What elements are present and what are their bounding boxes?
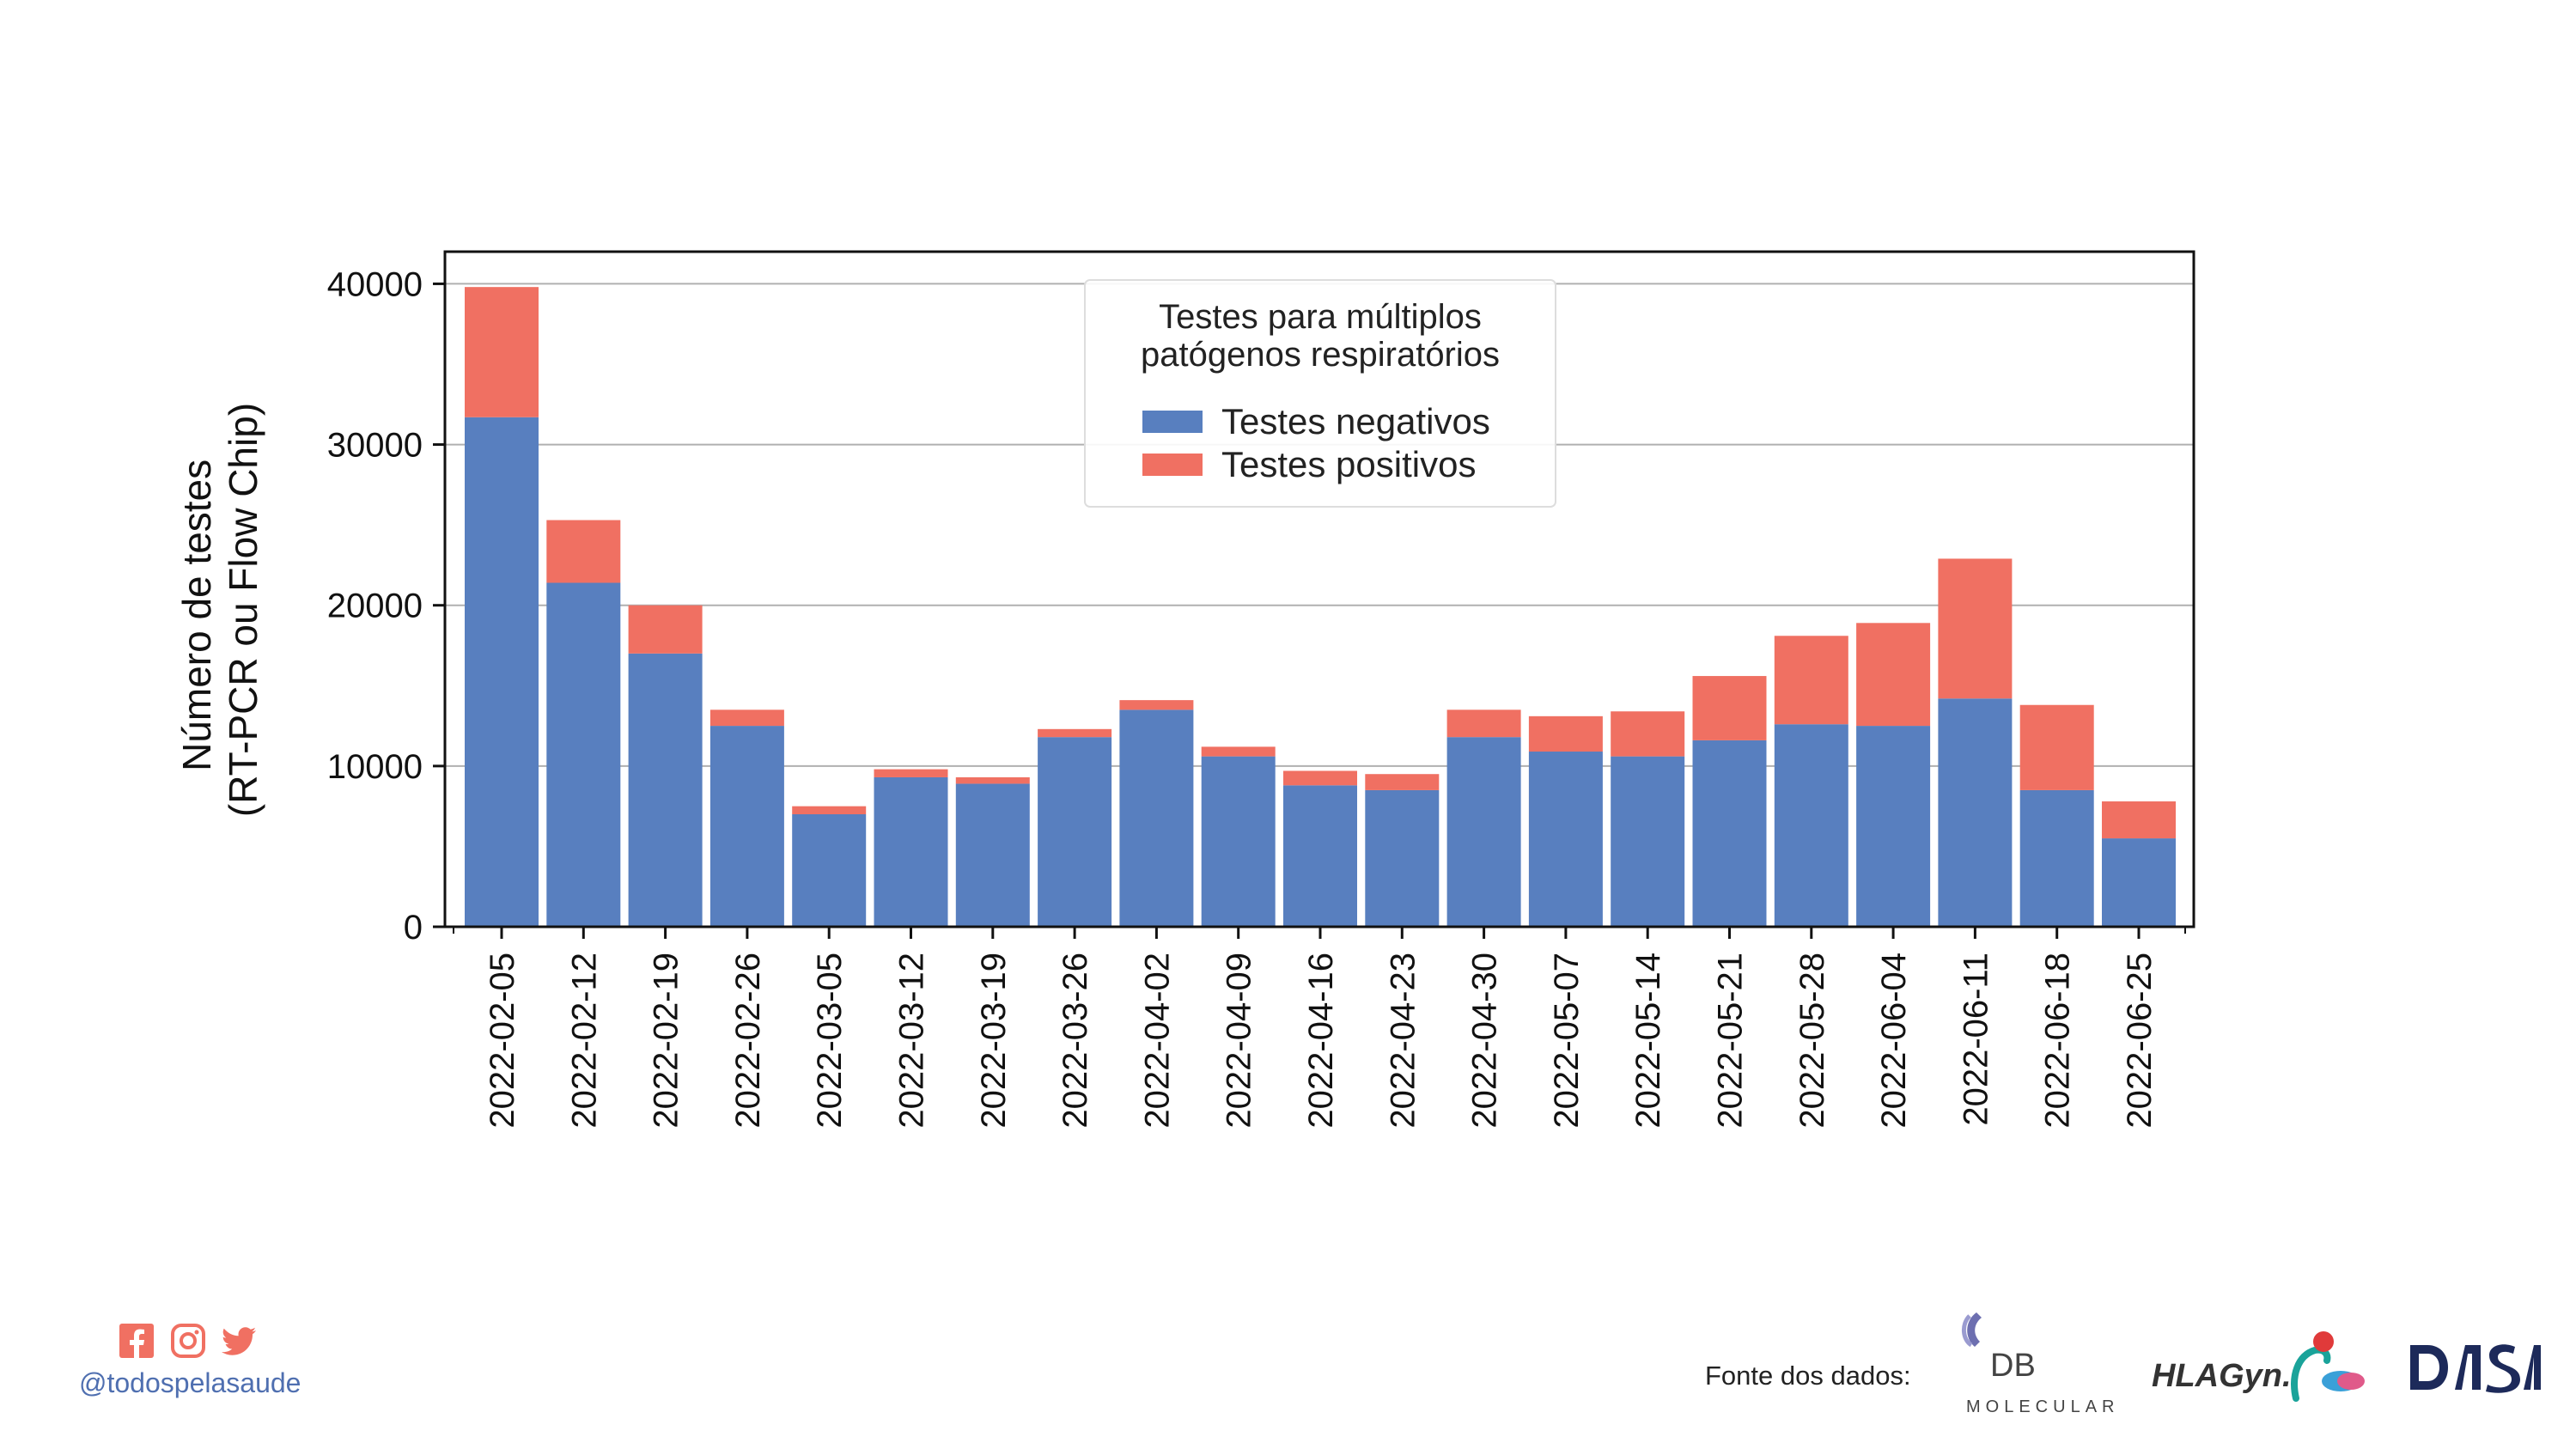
- x-tick-label: 2022-04-02: [1138, 953, 1176, 1129]
- bar-positivos: [709, 709, 784, 727]
- bar-positivos: [546, 520, 621, 583]
- twitter-icon[interactable]: [222, 1323, 258, 1359]
- bar-positivos: [1528, 715, 1603, 752]
- bar-negativos: [1692, 740, 1767, 927]
- x-tick-label: 2022-06-18: [2039, 953, 2077, 1129]
- y-tick-label: 0: [404, 909, 423, 947]
- bar-negativos: [955, 783, 1030, 927]
- bar-negativos: [1938, 698, 2013, 927]
- bar-negativos: [1283, 785, 1357, 927]
- x-tick-label: 2022-05-28: [1793, 953, 1831, 1129]
- x-tick-label: 2022-05-07: [1548, 953, 1586, 1129]
- y-tick-label: 30000: [327, 427, 423, 465]
- bar-negativos: [792, 814, 867, 927]
- bar-positivos: [2102, 801, 2176, 839]
- x-tick-label: 2022-02-26: [729, 953, 767, 1129]
- hlagyn-logo: HLAGyn.: [2152, 1331, 2365, 1402]
- x-tick-label: 2022-04-23: [1384, 953, 1422, 1129]
- bar-positivos: [792, 806, 867, 814]
- y-axis-label-line1: Número de testes: [174, 460, 219, 771]
- x-tick-label: 2022-04-16: [1302, 953, 1340, 1129]
- bar-negativos: [1365, 789, 1440, 927]
- source-label: Fonte dos dados:: [1705, 1361, 1911, 1391]
- x-tick-label: 2022-02-12: [565, 953, 603, 1129]
- bar-positivos: [1938, 558, 2013, 699]
- legend-label-positivos: Testes positivos: [1221, 444, 1476, 484]
- bar-positivos: [1692, 676, 1767, 740]
- x-tick-label: 2022-03-05: [811, 953, 849, 1129]
- x-tick-label: 2022-03-12: [893, 953, 931, 1129]
- bar-positivos: [1283, 770, 1357, 786]
- bar-positivos: [1038, 728, 1112, 738]
- bar-negativos: [1446, 737, 1521, 927]
- instagram-icon[interactable]: [170, 1323, 206, 1359]
- db-molecular-logo: DB MOLECULAR: [1962, 1312, 2119, 1416]
- legend-box: [1084, 279, 1556, 508]
- bar-positivos: [628, 605, 703, 654]
- db-molecular-logo-top: DB: [1990, 1348, 2036, 1384]
- x-tick-label: 2022-04-30: [1466, 953, 1504, 1129]
- footer-social: @todospelasaude: [79, 1323, 337, 1399]
- bar-positivos: [1201, 746, 1276, 757]
- bar-negativos: [1119, 709, 1194, 927]
- bar-positivos: [955, 776, 1030, 784]
- x-tick-label: 2022-06-04: [1875, 953, 1913, 1129]
- legend-label-negativos: Testes negativos: [1221, 401, 1490, 441]
- footer-sources: Fonte dos dados: DB MOLECULAR HLAGyn.: [1705, 1299, 2547, 1428]
- legend-title-line1: Testes para múltiplos: [1159, 298, 1482, 336]
- bar-positivos: [1856, 623, 1931, 727]
- x-tick-label: 2022-02-19: [648, 953, 685, 1129]
- dasa-logo: [2410, 1344, 2541, 1393]
- bar-negativos: [1856, 726, 1931, 927]
- x-tick-label: 2022-06-11: [1957, 953, 1994, 1126]
- x-tick-label: 2022-05-14: [1629, 953, 1667, 1129]
- x-tick-label: 2022-03-19: [975, 953, 1013, 1129]
- x-tick-label: 2022-06-25: [2121, 953, 2159, 1129]
- bar-positivos: [1446, 709, 1521, 738]
- social-icons: [119, 1323, 337, 1359]
- bar-negativos: [1201, 756, 1276, 927]
- legend-swatch-negativos: [1142, 411, 1203, 433]
- bar-positivos: [1774, 636, 1848, 725]
- bar-negativos: [709, 726, 784, 927]
- x-tick-label: 2022-04-09: [1221, 953, 1258, 1129]
- legend-title-line2: patógenos respiratórios: [1141, 336, 1500, 374]
- bar-negativos: [546, 582, 621, 927]
- bar-negativos: [2019, 789, 2094, 927]
- bar-positivos: [1365, 774, 1440, 790]
- x-tick-label: 2022-05-21: [1712, 953, 1750, 1129]
- y-axis: 0 10000 20000 30000 40000: [327, 265, 445, 947]
- bar-negativos: [874, 776, 948, 927]
- y-tick-label: 10000: [327, 748, 423, 786]
- y-axis-label-line2: (RT-PCR ou Flow Chip): [221, 403, 265, 817]
- bar-negativos: [1038, 737, 1112, 927]
- x-tick-label: 2022-03-26: [1057, 953, 1094, 1129]
- bar-positivos: [1119, 700, 1194, 710]
- legend-swatch-positivos: [1142, 454, 1203, 476]
- bar-positivos: [874, 769, 948, 777]
- x-axis: 2022-02-05 2022-02-12 2022-02-19 2022-02-26…: [453, 927, 2186, 1129]
- bar-negativos: [2102, 838, 2176, 927]
- bar-positivos: [465, 287, 539, 417]
- db-molecular-logo-bottom: MOLECULAR: [1966, 1397, 2119, 1416]
- hlagyn-logo-text: HLAGyn.: [2152, 1358, 2292, 1394]
- facebook-icon[interactable]: [119, 1323, 155, 1359]
- bar-negativos: [1611, 756, 1685, 927]
- legend: Testes para múltiplos patógenos respirat…: [1084, 279, 1556, 508]
- bar-negativos: [465, 417, 539, 927]
- bar-positivos: [1611, 711, 1685, 757]
- bars: [465, 287, 2176, 927]
- y-tick-label: 20000: [327, 588, 423, 625]
- bar-negativos: [628, 653, 703, 927]
- y-tick-label: 40000: [327, 265, 423, 303]
- bar-negativos: [1528, 752, 1603, 927]
- bar-positivos: [2019, 704, 2094, 790]
- x-tick-label: 2022-02-05: [484, 953, 521, 1129]
- y-axis-label: Número de testes (RT-PCR ou Flow Chip): [174, 403, 265, 817]
- bar-negativos: [1774, 724, 1848, 927]
- social-handle[interactable]: @todospelasaude: [79, 1367, 301, 1398]
